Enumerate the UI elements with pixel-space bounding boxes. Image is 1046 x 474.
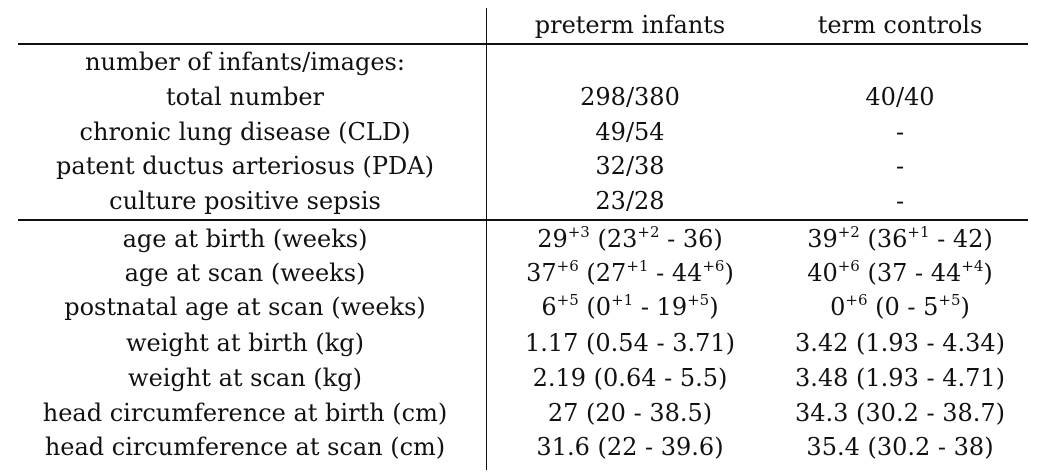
header-rule [18,43,1028,45]
row-label: head circumference at scan (cm) [44,433,446,461]
row-preterm-value: 2.19 (0.64 - 5.5) [532,364,728,392]
row-preterm-value: 23/28 [595,187,665,215]
superscript: +6 [702,257,725,275]
row-preterm-value: 27 (20 - 38.5) [547,399,713,427]
row-term-value: - [895,152,905,180]
section-label: number of infants/images: [85,48,405,76]
row-preterm-value: 32/38 [595,152,665,180]
row-label: total number [165,83,325,111]
row-preterm-value: 49/54 [595,118,665,146]
superscript: +1 [611,291,634,309]
superscript: +6 [845,291,868,309]
row-label: weight at scan (kg) [128,364,362,392]
row-term-value: - [895,187,905,215]
row-label: head circumference at birth (cm) [42,399,448,427]
row-term-value: 0+6 (0 - 5+5) [830,291,970,321]
row-label: weight at birth (kg) [126,329,364,357]
header-term: term controls [817,11,983,39]
row-label: culture positive sepsis [109,187,381,215]
row-term-value: 35.4 (30.2 - 38) [806,433,994,461]
superscript: +2 [637,223,660,241]
row-label: age at birth (weeks) [122,225,368,253]
row-term-value: 34.3 (30.2 - 38.7) [794,399,1006,427]
superscript: +3 [567,223,590,241]
superscript: +1 [907,223,930,241]
row-preterm-value: 1.17 (0.54 - 3.71) [524,329,736,357]
row-term-value: 3.48 (1.93 - 4.71) [794,364,1006,392]
row-label: patent ductus arteriosus (PDA) [56,152,434,180]
superscript: +5 [687,291,710,309]
row-label: age at scan (weeks) [124,259,366,287]
superscript: +4 [961,257,984,275]
superscript: +6 [837,257,860,275]
row-preterm-value: 29+3 (23+2 - 36) [537,223,723,253]
row-term-value: 40/40 [865,83,935,111]
row-preterm-value: 31.6 (22 - 39.6) [536,433,724,461]
superscript: +2 [837,223,860,241]
row-term-value: 3.42 (1.93 - 4.34) [794,329,1006,357]
row-label: postnatal age at scan (weeks) [64,293,426,321]
row-term-value: - [895,118,905,146]
section-rule [18,219,1028,221]
row-preterm-value: 37+6 (27+1 - 44+6) [526,257,734,287]
header-preterm: preterm infants [534,11,726,39]
superscript: +5 [556,291,579,309]
column-divider [486,8,488,470]
superscript: +5 [938,291,961,309]
row-preterm-value: 298/380 [580,83,680,111]
row-label: chronic lung disease (CLD) [79,118,411,146]
row-term-value: 40+6 (37 - 44+4) [807,257,993,287]
superscript: +6 [556,257,579,275]
superscript: +1 [626,257,649,275]
row-preterm-value: 6+5 (0+1 - 19+5) [541,291,719,321]
row-term-value: 39+2 (36+1 - 42) [807,223,993,253]
